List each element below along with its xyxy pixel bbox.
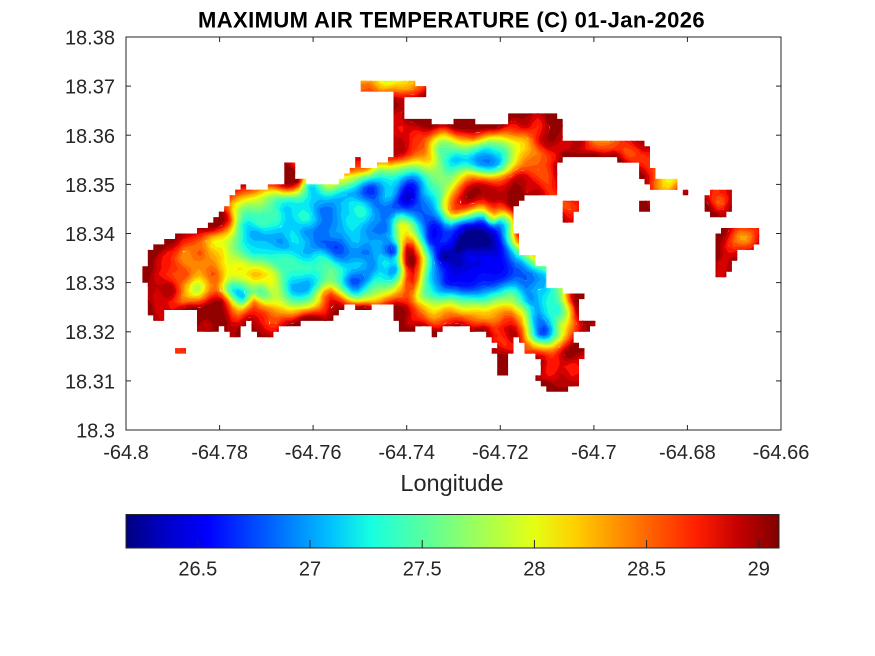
svg-text:28: 28 <box>523 559 545 581</box>
svg-text:27: 27 <box>299 559 321 581</box>
svg-text:18.36: 18.36 <box>65 126 115 148</box>
svg-text:18.32: 18.32 <box>65 322 115 344</box>
svg-text:-64.74: -64.74 <box>378 442 435 464</box>
svg-text:-64.8: -64.8 <box>103 442 149 464</box>
svg-text:18.34: 18.34 <box>65 224 115 246</box>
svg-text:18.38: 18.38 <box>65 28 115 50</box>
svg-text:18.35: 18.35 <box>65 175 115 197</box>
svg-text:28.5: 28.5 <box>627 559 666 581</box>
svg-text:-64.66: -64.66 <box>753 442 810 464</box>
svg-text:MAXIMUM AIR TEMPERATURE (C) 01: MAXIMUM AIR TEMPERATURE (C) 01-Jan-2026 <box>198 8 705 33</box>
svg-text:26.5: 26.5 <box>178 559 217 581</box>
svg-text:-64.7: -64.7 <box>571 442 617 464</box>
svg-text:27.5: 27.5 <box>403 559 442 581</box>
svg-text:18.31: 18.31 <box>65 371 115 393</box>
svg-text:29: 29 <box>748 559 770 581</box>
svg-text:18.37: 18.37 <box>65 77 115 99</box>
svg-text:Longitude: Longitude <box>400 470 503 496</box>
svg-text:-64.78: -64.78 <box>191 442 248 464</box>
svg-text:-64.76: -64.76 <box>285 442 342 464</box>
svg-text:18.33: 18.33 <box>65 273 115 295</box>
svg-text:-64.68: -64.68 <box>659 442 716 464</box>
svg-text:-64.72: -64.72 <box>472 442 529 464</box>
svg-text:18.3: 18.3 <box>76 421 115 443</box>
